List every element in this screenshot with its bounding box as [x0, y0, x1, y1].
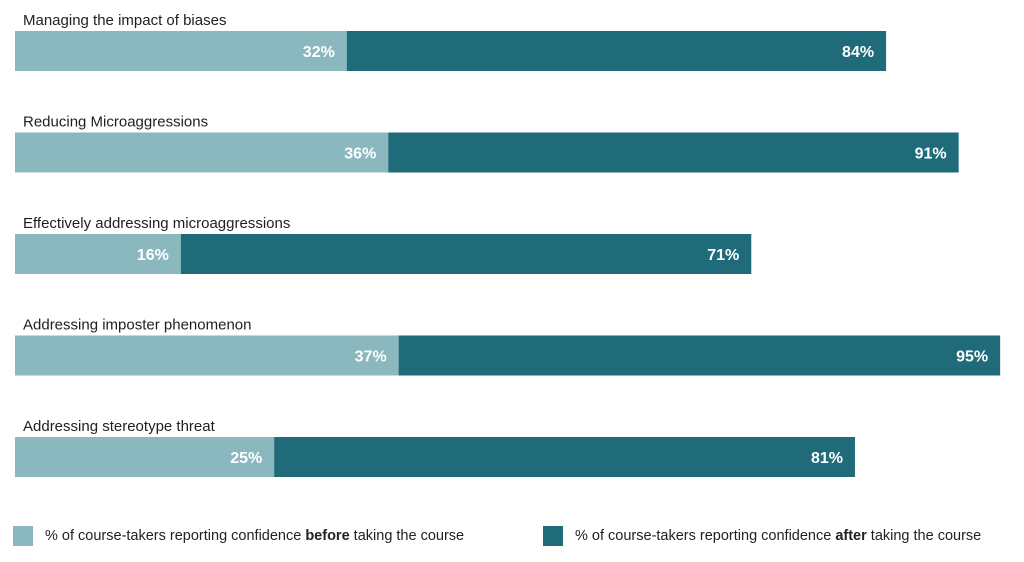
value-label-after: 95% — [956, 349, 988, 366]
value-label-before: 36% — [344, 146, 376, 163]
value-label-before: 37% — [355, 349, 387, 366]
legend-text-after: % of course-takers reporting confidence … — [575, 528, 981, 544]
value-label-before: 25% — [230, 450, 262, 467]
value-label-after: 71% — [707, 247, 739, 264]
legend-item-after: % of course-takers reporting confidence … — [543, 526, 981, 546]
value-label-after: 91% — [915, 146, 947, 163]
bar-before — [15, 234, 181, 274]
category-label: Addressing imposter phenomenon — [23, 317, 251, 334]
category-label: Managing the impact of biases — [23, 12, 226, 29]
category-label: Effectively addressing microaggressions — [23, 215, 290, 232]
bar-before — [15, 31, 347, 71]
bar-chart: Managing the impact of biases 32% 84% Reduc… — [15, 12, 1001, 477]
legend-after-bold: after — [835, 528, 867, 544]
legend-swatch-before — [13, 526, 33, 546]
legend-swatch-after — [543, 526, 563, 546]
legend-before-prefix: % of course-takers reporting confidence — [45, 528, 306, 544]
value-label-before: 16% — [137, 247, 169, 264]
value-label-after: 84% — [842, 44, 874, 61]
legend-after-prefix: % of course-takers reporting confidence — [575, 528, 836, 544]
bar-before — [15, 437, 275, 477]
legend-before-bold: before — [305, 528, 350, 544]
legend-item-before: % of course-takers reporting confidence … — [13, 526, 464, 546]
bar-before — [15, 132, 389, 173]
legend-after-suffix: taking the course — [866, 528, 982, 544]
value-label-after: 81% — [811, 450, 843, 467]
legend-text-before: % of course-takers reporting confidence … — [45, 528, 464, 544]
value-label-before: 32% — [303, 44, 335, 61]
category-label: Reducing Microaggressions — [23, 114, 208, 131]
legend-before-suffix: taking the course — [349, 528, 465, 544]
bar-before — [15, 335, 399, 376]
legend: % of course-takers reporting confidence … — [0, 526, 1024, 552]
category-label: Addressing stereotype threat — [23, 418, 216, 435]
